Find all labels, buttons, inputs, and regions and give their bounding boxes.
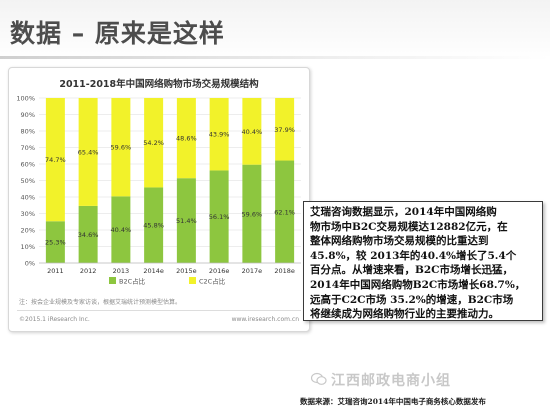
x-tick-label: 2011 bbox=[47, 267, 64, 275]
y-tick-label: 10% bbox=[21, 243, 35, 251]
legend-swatch bbox=[189, 277, 196, 284]
analysis-line: 远高于C2C市场 35.2%的增速，B2C市场 bbox=[310, 293, 514, 306]
website-text: www.iresearch.com.cn bbox=[231, 316, 299, 323]
bar-segment bbox=[176, 178, 196, 263]
y-tick-label: 80% bbox=[21, 128, 35, 136]
data-label: 51.4% bbox=[176, 217, 197, 225]
legend-label: C2C占比 bbox=[199, 277, 226, 286]
y-tick-label: 50% bbox=[21, 177, 35, 185]
x-tick-label: 2017e bbox=[242, 267, 263, 275]
analysis-line: 艾瑞咨询数据显示，2014年中国网络购 bbox=[310, 206, 497, 218]
analysis-line: 将继续成为网络购物行业的主要推动力。 bbox=[310, 308, 499, 321]
bar-segment bbox=[111, 196, 131, 263]
analysis-line: 45.8%，较 2013年的40.4%增长了5.4个 bbox=[310, 249, 517, 262]
x-tick-label: 2016e bbox=[209, 267, 230, 275]
wechat-icon bbox=[311, 372, 327, 385]
data-label: 74.7% bbox=[45, 156, 66, 164]
data-label: 54.2% bbox=[143, 139, 164, 147]
x-tick-label: 2012 bbox=[80, 267, 97, 275]
bar-segment bbox=[275, 160, 295, 263]
analysis-line: 整体网络购物市场交易规模的比重达到 bbox=[310, 235, 489, 248]
analysis-line: 物市场中B2C交易规模达12882亿元，在 bbox=[310, 220, 508, 233]
data-label: 65.4% bbox=[78, 148, 99, 156]
data-label: 56.1% bbox=[209, 213, 230, 221]
data-label: 40.4% bbox=[242, 128, 263, 136]
data-label: 25.3% bbox=[45, 239, 66, 247]
bar-segment bbox=[176, 98, 196, 179]
bar-segment bbox=[209, 170, 229, 263]
card-divider bbox=[17, 310, 301, 311]
data-label: 37.9% bbox=[274, 126, 295, 134]
bar-segment bbox=[209, 98, 229, 171]
data-label: 59.6% bbox=[111, 144, 132, 152]
bar-segment bbox=[45, 221, 65, 263]
bar-segment bbox=[275, 98, 295, 161]
copyright-text: ©2015.1 iResearch Inc. bbox=[19, 316, 90, 323]
y-tick-label: 40% bbox=[21, 194, 35, 202]
slide-title: 数据 – 原来是这样 bbox=[10, 19, 225, 48]
analysis-text-box: 艾瑞咨询数据显示，2014年中国网络购 物市场中B2C交易规模达12882亿元，… bbox=[303, 201, 543, 321]
bar-segment bbox=[144, 187, 164, 263]
title-divider bbox=[0, 56, 550, 59]
bar-segment bbox=[242, 164, 262, 263]
y-tick-label: 20% bbox=[21, 227, 35, 235]
data-label: 34.6% bbox=[78, 231, 99, 239]
bar-segment bbox=[78, 98, 98, 206]
source-text: 数据来源：艾瑞咨询2014年中国电子商务核心数据发布 bbox=[300, 397, 486, 406]
data-label: 40.4% bbox=[111, 226, 132, 234]
y-tick-label: 30% bbox=[21, 210, 35, 218]
stacked-bar-chart: 0% 10% 20% 30% 40% 50% 60% 70% 80% 90% 100% 25.3% 74… bbox=[16, 95, 301, 286]
analysis-line: 2014年中国网络购物B2C市场增长68.7%， bbox=[310, 278, 526, 291]
data-label: 43.9% bbox=[209, 131, 230, 139]
y-tick-label: 100% bbox=[16, 95, 35, 103]
y-tick-label: 70% bbox=[21, 144, 35, 152]
bar-segment bbox=[78, 205, 98, 263]
y-tick-label: 60% bbox=[21, 161, 35, 169]
chart-note: 注：按会企业规模及专家访谈，根据艾瑞统计预测模型估算。 bbox=[19, 299, 182, 306]
legend-swatch bbox=[109, 277, 116, 284]
legend-label: B2C占比 bbox=[119, 277, 146, 286]
data-label: 59.6% bbox=[242, 210, 263, 218]
data-label: 62.1% bbox=[274, 208, 295, 216]
data-label: 45.8% bbox=[143, 222, 164, 230]
bar-segment bbox=[242, 98, 262, 165]
chart-card: 2011-2018年中国网络购物市场交易规模结构 0% 10% 20% 30% 40% 5… bbox=[8, 67, 310, 332]
bar-segment bbox=[111, 98, 131, 197]
analysis-line: 百分点。从增速来看，B2C市场增长迅猛， bbox=[310, 264, 514, 277]
chart-title: 2011-2018年中国网络购物市场交易规模结构 bbox=[59, 79, 259, 90]
x-tick-label: 2013 bbox=[113, 267, 130, 275]
x-tick-label: 2014e bbox=[143, 267, 164, 275]
x-tick-label: 2015e bbox=[176, 267, 197, 275]
watermark-text: 江西邮政电商小组 bbox=[331, 373, 451, 389]
data-label: 48.6% bbox=[176, 135, 197, 143]
x-tick-label: 2018e bbox=[274, 267, 295, 275]
y-tick-label: 90% bbox=[21, 111, 35, 119]
bar-segment bbox=[45, 98, 65, 222]
y-tick-label: 0% bbox=[25, 260, 35, 268]
title-band bbox=[0, 0, 550, 60]
bar-segment bbox=[144, 98, 164, 188]
